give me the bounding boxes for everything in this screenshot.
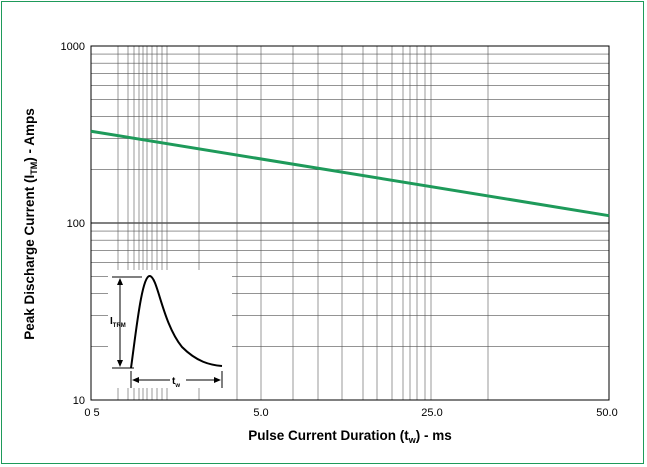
pulse-waveform — [130, 275, 223, 369]
width-label: tw — [172, 376, 180, 389]
y-tick-label-100: 100 — [67, 218, 85, 230]
amplitude-label: ITRM — [110, 316, 126, 329]
amplitude-arrow-down-icon — [117, 360, 123, 367]
x-tick-label-25: 25.0 — [421, 407, 442, 419]
x-tick-label-0-5: 0 5 — [84, 407, 99, 419]
plot-border — [90, 45, 610, 401]
amplitude-arrow-up-icon — [117, 278, 123, 285]
y-axis-title: Peak Discharge Current (ITM) - Amps — [22, 108, 39, 340]
width-arrow-left-icon — [132, 377, 139, 383]
x-axis-title: Pulse Current Duration (tw) - ms — [248, 428, 452, 445]
series-layer — [90, 129, 610, 218]
y-tick-label-10: 10 — [73, 395, 85, 407]
inset-background — [108, 270, 232, 388]
width-arrow-right-icon — [214, 377, 221, 383]
y-tick-label-1000: 1000 — [61, 41, 85, 53]
x-tick-label-50: 50.0 — [596, 407, 617, 419]
series-line-0 — [90, 129, 610, 218]
pulse-waveform-inset: ITRM tw — [108, 270, 232, 389]
x-tick-label-5: 5.0 — [253, 407, 268, 419]
